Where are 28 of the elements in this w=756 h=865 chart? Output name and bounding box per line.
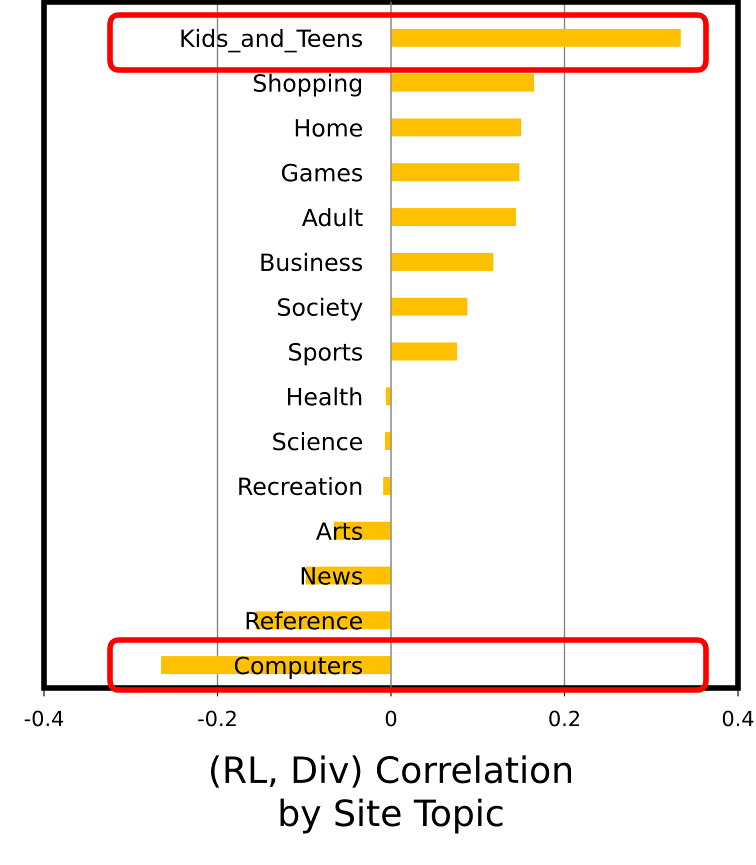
y-tick-label: Adult: [302, 208, 363, 226]
x-tick-label: 0.2: [549, 710, 579, 726]
x-tick-label: 0.4: [722, 710, 754, 726]
y-tick-label: Society: [278, 298, 363, 321]
y-tick-label: Home: [296, 119, 362, 137]
bar: [391, 163, 520, 182]
bar: [391, 252, 494, 271]
x-tick-label: -0.2: [198, 710, 236, 726]
y-tick-label: Games: [282, 164, 362, 182]
bar: [391, 208, 516, 226]
bar: [384, 432, 391, 450]
bar: [391, 28, 681, 47]
y-tick-label: Computers: [234, 656, 362, 680]
y-tick-label: Kids_and_Teens: [181, 28, 362, 52]
bar: [383, 476, 391, 495]
y-tick-label: Business: [261, 252, 362, 272]
y-tick-label: Recreation: [239, 476, 362, 496]
x-tick-label: -0.4: [24, 710, 64, 726]
x-axis-title: (RL, Div) Correlation by Site Topic: [211, 755, 572, 834]
y-tick-label: Shopping: [254, 74, 362, 97]
y-tick-label: Health: [288, 387, 362, 406]
bar: [391, 298, 468, 316]
y-tick-label: Science: [273, 432, 362, 450]
bar: [391, 74, 534, 92]
x-tick-label: 0: [386, 710, 396, 726]
bar: [391, 342, 457, 360]
bar: [391, 118, 522, 136]
y-tick-label: Sports: [289, 342, 362, 366]
